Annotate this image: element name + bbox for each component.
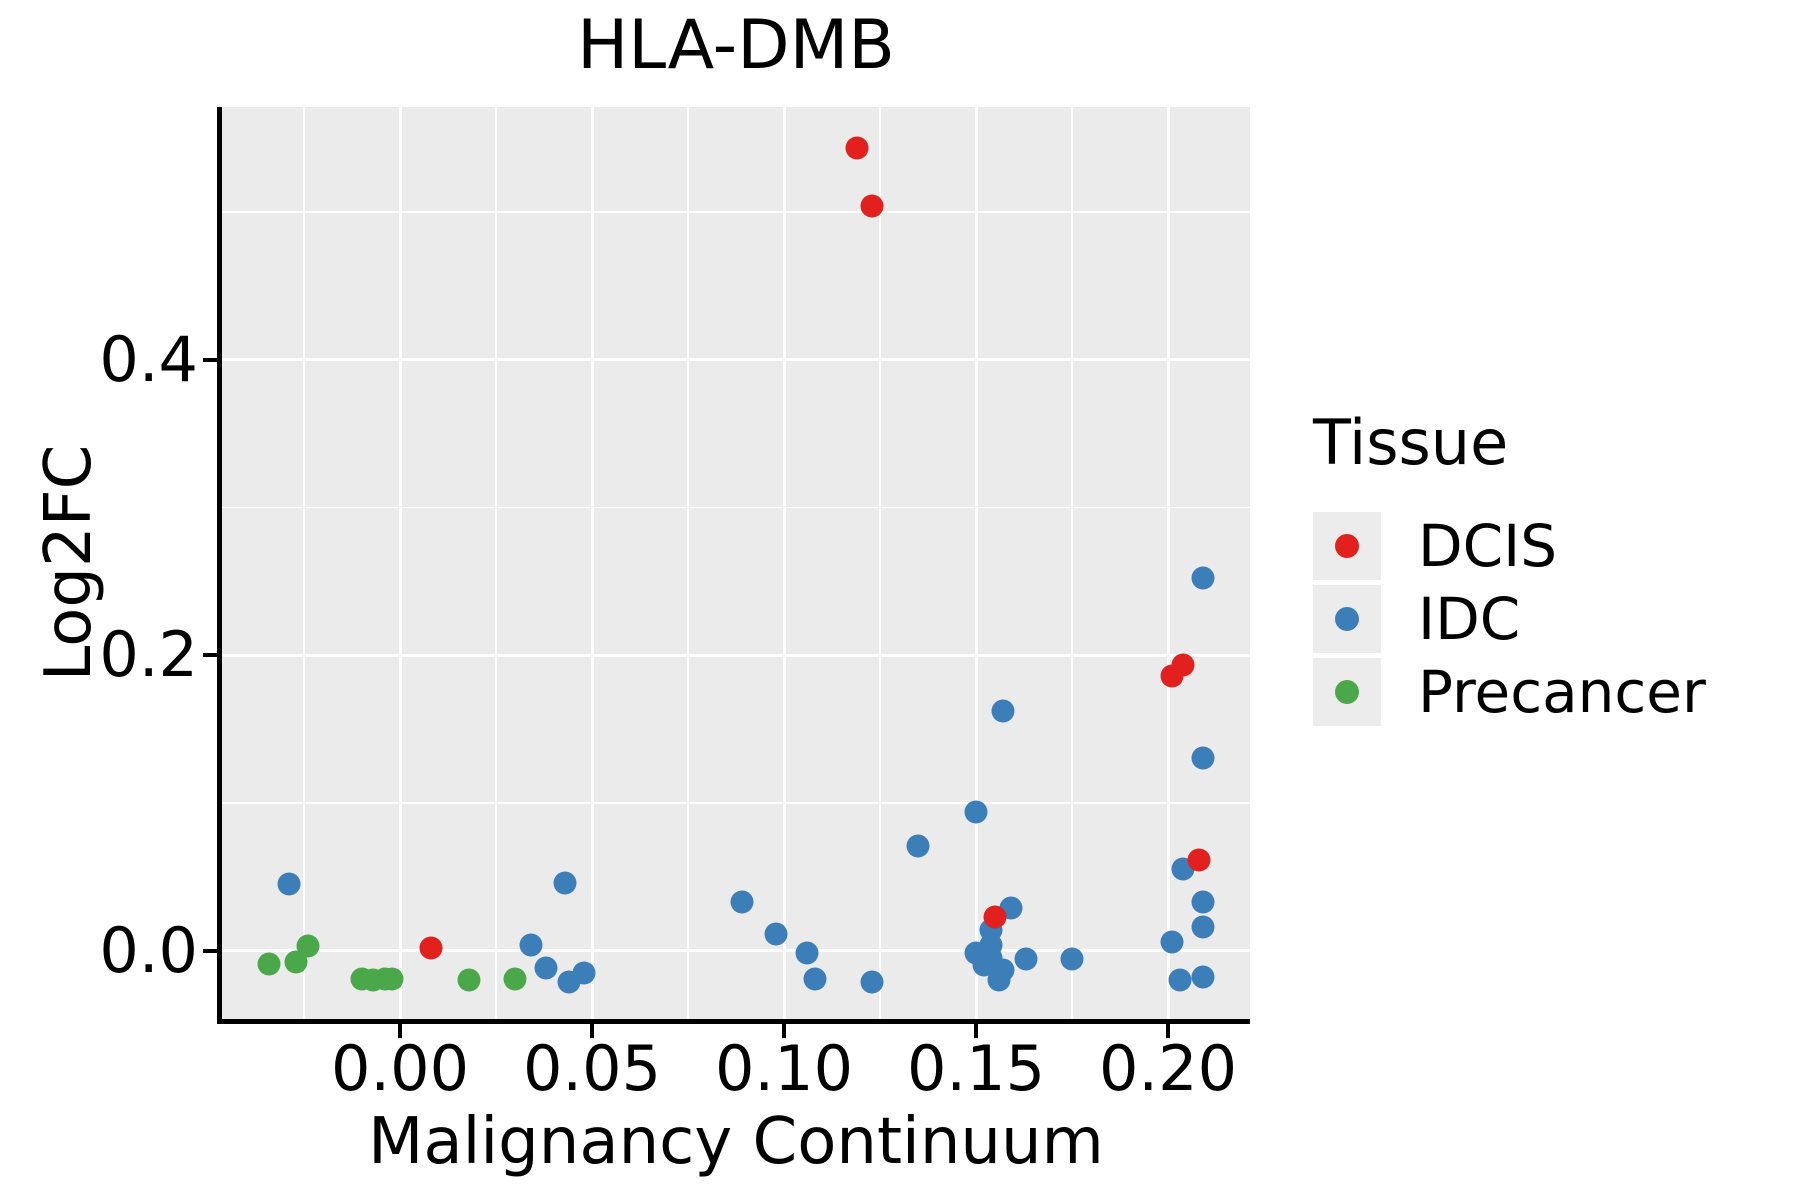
y-tick-label: 0.4 bbox=[99, 322, 198, 396]
y-major-gridline bbox=[222, 949, 1250, 952]
data-point-precancer bbox=[503, 967, 527, 991]
data-point-dcis bbox=[1171, 653, 1195, 677]
legend-key bbox=[1313, 658, 1381, 726]
data-point-idc bbox=[1191, 746, 1215, 770]
data-point-dcis bbox=[860, 194, 884, 218]
legend: Tissue DCIS IDC Precancer bbox=[1313, 412, 1706, 731]
x-major-gridline bbox=[398, 107, 402, 1019]
x-tick-label: 0.20 bbox=[1098, 1032, 1238, 1105]
legend-dot-icon bbox=[1335, 680, 1359, 704]
y-tick-mark bbox=[203, 948, 217, 953]
data-point-idc bbox=[1191, 965, 1215, 989]
y-tick-mark bbox=[203, 653, 217, 658]
data-point-dcis bbox=[845, 136, 869, 160]
data-point-idc bbox=[1014, 947, 1038, 971]
y-tick-mark bbox=[203, 357, 217, 362]
x-tick-mark bbox=[398, 1024, 402, 1038]
data-point-idc bbox=[1168, 968, 1192, 992]
x-major-gridline bbox=[590, 107, 594, 1019]
data-point-idc bbox=[991, 958, 1015, 982]
legend-label: DCIS bbox=[1418, 512, 1558, 580]
legend-dot-icon bbox=[1335, 534, 1359, 558]
x-tick-label: 0.10 bbox=[714, 1032, 854, 1105]
y-tick-label: 0.2 bbox=[99, 618, 198, 692]
y-axis-line bbox=[217, 107, 222, 1024]
y-minor-gridline bbox=[222, 506, 1250, 509]
data-point-idc bbox=[1060, 947, 1084, 971]
x-major-gridline bbox=[1166, 107, 1170, 1019]
data-point-idc bbox=[572, 961, 596, 985]
y-tick-label: 0.0 bbox=[99, 913, 198, 987]
data-point-idc bbox=[730, 890, 754, 914]
data-point-precancer bbox=[380, 967, 404, 991]
legend-key bbox=[1313, 585, 1381, 653]
data-point-precancer bbox=[457, 968, 481, 992]
data-point-idc bbox=[803, 967, 827, 991]
data-point-idc bbox=[553, 871, 577, 895]
x-tick-mark bbox=[974, 1024, 978, 1038]
data-point-idc bbox=[991, 699, 1015, 723]
x-minor-gridline bbox=[1071, 107, 1073, 1019]
data-point-idc bbox=[519, 933, 543, 957]
x-tick-label: 0.15 bbox=[906, 1032, 1046, 1105]
x-minor-gridline bbox=[687, 107, 689, 1019]
x-minor-gridline bbox=[495, 107, 497, 1019]
x-axis-line bbox=[217, 1019, 1250, 1024]
legend-label: Precancer bbox=[1418, 658, 1706, 726]
data-point-idc bbox=[1160, 930, 1184, 954]
data-point-idc bbox=[1191, 890, 1215, 914]
legend-label: IDC bbox=[1418, 585, 1521, 653]
data-point-precancer bbox=[257, 952, 281, 976]
data-point-idc bbox=[906, 834, 930, 858]
x-axis-label: Malignancy Continuum bbox=[368, 1105, 1104, 1179]
data-point-precancer bbox=[284, 950, 308, 974]
legend-entry-precancer: Precancer bbox=[1313, 658, 1706, 726]
y-major-gridline bbox=[222, 653, 1250, 657]
data-point-idc bbox=[860, 970, 884, 994]
y-major-gridline bbox=[222, 358, 1250, 362]
data-point-idc bbox=[964, 800, 988, 824]
data-point-idc bbox=[1191, 915, 1215, 939]
legend-entry-idc: IDC bbox=[1313, 585, 1706, 653]
data-point-idc bbox=[764, 922, 788, 946]
legend-title: Tissue bbox=[1313, 406, 1509, 479]
plot-panel bbox=[222, 107, 1250, 1019]
y-minor-gridline bbox=[222, 211, 1250, 213]
legend-key bbox=[1313, 512, 1381, 580]
data-point-idc bbox=[1191, 566, 1215, 590]
x-minor-gridline bbox=[879, 107, 881, 1019]
legend-dot-icon bbox=[1335, 607, 1359, 631]
plot-title: HLA-DMB bbox=[577, 6, 895, 85]
y-minor-gridline bbox=[222, 802, 1250, 804]
data-point-idc bbox=[277, 872, 301, 896]
data-point-idc bbox=[795, 941, 819, 965]
data-point-dcis bbox=[1187, 848, 1211, 872]
x-tick-label: 0.05 bbox=[522, 1032, 662, 1105]
data-point-dcis bbox=[419, 936, 443, 960]
x-major-gridline bbox=[782, 107, 786, 1019]
data-point-idc bbox=[534, 956, 558, 980]
x-tick-mark bbox=[1166, 1024, 1170, 1038]
legend-rows: DCIS IDC Precancer bbox=[1313, 512, 1706, 726]
x-major-gridline bbox=[974, 107, 978, 1019]
data-point-dcis bbox=[983, 905, 1007, 929]
data-point-precancer bbox=[296, 934, 320, 958]
x-tick-label: 0.00 bbox=[330, 1032, 470, 1105]
legend-entry-dcis: DCIS bbox=[1313, 512, 1706, 580]
x-minor-gridline bbox=[303, 107, 305, 1019]
x-tick-mark bbox=[782, 1024, 786, 1038]
x-tick-mark bbox=[590, 1024, 594, 1038]
